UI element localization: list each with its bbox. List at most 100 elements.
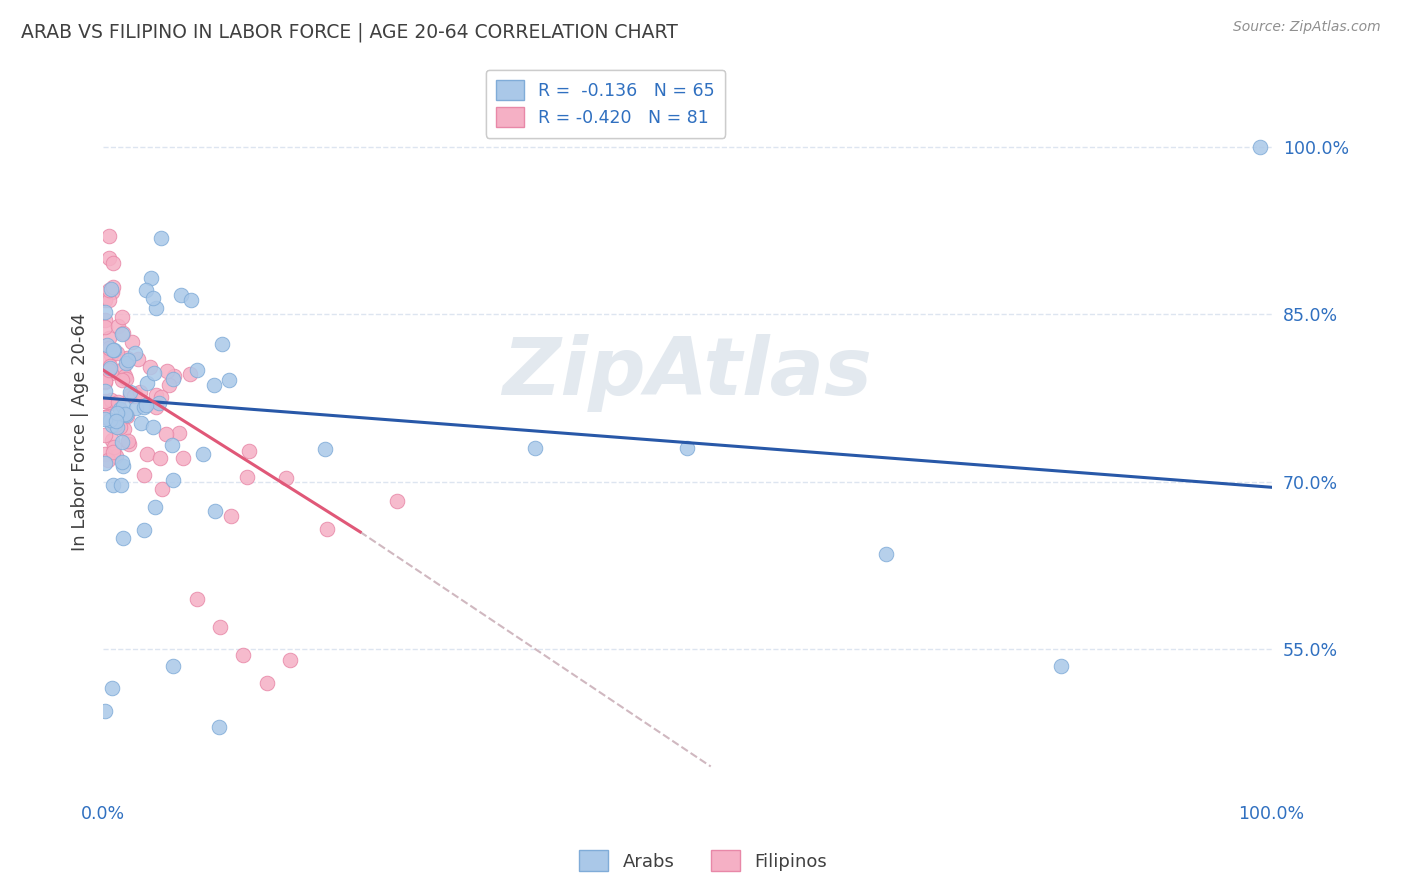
Point: [256, 675, 278, 690]
Point: [1050, 659, 1073, 673]
Point: [125, 401, 148, 415]
Point: [100, 348, 122, 362]
Point: [162, 473, 184, 487]
Point: [274, 471, 297, 485]
Point: [101, 681, 124, 696]
Point: [387, 494, 409, 508]
Point: [94, 394, 117, 409]
Point: [316, 522, 339, 536]
Point: [101, 396, 124, 410]
Point: [96, 338, 118, 352]
Point: [111, 362, 134, 376]
Point: [204, 503, 226, 517]
Point: [145, 401, 167, 415]
Point: [1249, 139, 1271, 153]
Point: [150, 482, 173, 496]
Point: [112, 531, 135, 545]
Text: Source: ZipAtlas.com: Source: ZipAtlas.com: [1233, 20, 1381, 34]
Point: [193, 448, 215, 462]
Point: [111, 373, 134, 387]
Point: [100, 282, 122, 296]
Point: [121, 334, 143, 349]
Point: [105, 420, 128, 434]
Point: [278, 653, 301, 667]
Point: [101, 285, 124, 299]
Point: [170, 288, 193, 302]
Point: [135, 398, 157, 412]
Point: [118, 437, 141, 451]
Point: [111, 435, 134, 450]
Point: [117, 434, 139, 449]
Point: [111, 326, 134, 341]
Point: [221, 508, 243, 523]
Point: [143, 500, 166, 514]
Point: [108, 420, 131, 434]
Point: [98, 293, 121, 307]
Point: [103, 445, 125, 459]
Point: [167, 425, 190, 440]
Point: [98, 252, 121, 266]
Point: [94, 411, 117, 425]
Point: [186, 363, 208, 377]
Point: [143, 367, 166, 381]
Point: [103, 441, 125, 455]
Point: [98, 342, 121, 356]
Point: [132, 400, 155, 414]
Point: [218, 373, 240, 387]
Point: [162, 437, 184, 451]
Point: [94, 409, 117, 424]
Point: [98, 361, 121, 376]
Point: [211, 337, 233, 351]
Point: [129, 417, 152, 431]
Point: [875, 547, 897, 561]
Point: [180, 293, 202, 308]
Point: [155, 426, 177, 441]
Point: [96, 409, 118, 424]
Point: [101, 255, 124, 269]
Point: [98, 363, 121, 377]
Point: [94, 374, 117, 388]
Point: [107, 395, 129, 409]
Point: [94, 312, 117, 326]
Point: [238, 444, 260, 458]
Point: [135, 283, 157, 297]
Point: [524, 441, 547, 455]
Point: [145, 388, 167, 402]
Point: [124, 346, 146, 360]
Point: [114, 369, 136, 384]
Point: [101, 434, 124, 448]
Point: [117, 409, 139, 424]
Point: [94, 447, 117, 461]
Point: [94, 704, 117, 718]
Point: [94, 304, 117, 318]
Point: [150, 390, 173, 404]
Point: [118, 388, 141, 402]
Point: [94, 320, 117, 334]
Point: [117, 353, 139, 368]
Point: [111, 455, 134, 469]
Point: [98, 359, 121, 373]
Point: [172, 450, 194, 465]
Point: [163, 368, 186, 383]
Point: [127, 351, 149, 366]
Point: [236, 470, 259, 484]
Point: [94, 375, 117, 389]
Point: [114, 356, 136, 370]
Point: [104, 449, 127, 463]
Point: [101, 343, 124, 357]
Point: [135, 447, 157, 461]
Point: [94, 427, 117, 442]
Point: [112, 421, 135, 435]
Point: [162, 659, 184, 673]
Point: [148, 396, 170, 410]
Point: [107, 319, 129, 334]
Point: [94, 293, 117, 308]
Point: [676, 441, 699, 455]
Point: [98, 284, 121, 298]
Point: [204, 377, 226, 392]
Point: [145, 301, 167, 315]
Point: [112, 400, 135, 414]
Point: [103, 343, 125, 358]
Point: [118, 385, 141, 400]
Point: [149, 450, 172, 465]
